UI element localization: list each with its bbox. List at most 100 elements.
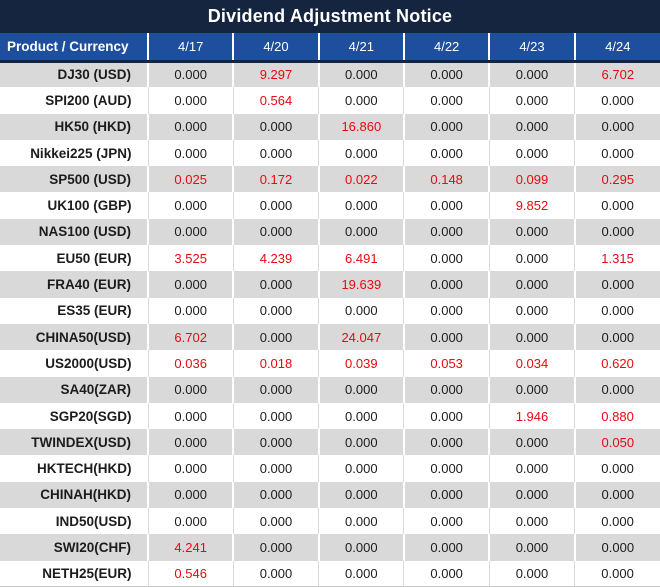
value-cell: 0.000 bbox=[403, 560, 490, 587]
value-cell: 1.946 bbox=[489, 402, 576, 430]
table-row: CHINAH(HKD) 0.000 0.000 0.000 0.000 0.000 0.00… bbox=[0, 481, 660, 509]
column-header-date: 4/23 bbox=[489, 33, 576, 63]
value-cell: 0.620 bbox=[574, 350, 660, 377]
value-cell: 0.022 bbox=[318, 166, 405, 193]
value-cell: 0.000 bbox=[318, 402, 405, 430]
value-cell: 0.034 bbox=[489, 350, 576, 377]
value-cell: 0.000 bbox=[148, 429, 235, 456]
value-cell: 0.000 bbox=[318, 192, 405, 219]
value-cell: 0.025 bbox=[148, 166, 235, 193]
product-cell: Nikkei225 (JPN) bbox=[0, 139, 149, 167]
value-cell: 0.000 bbox=[318, 87, 405, 114]
value-cell: 0.000 bbox=[148, 376, 235, 403]
column-header-date: 4/22 bbox=[403, 33, 491, 63]
product-cell: EU50 (EUR) bbox=[0, 245, 149, 272]
value-cell: 0.000 bbox=[574, 560, 660, 587]
column-header-date: 4/24 bbox=[574, 33, 660, 63]
column-header-date: 4/20 bbox=[233, 33, 320, 63]
value-cell: 0.000 bbox=[233, 402, 320, 430]
value-cell: 0.000 bbox=[574, 192, 660, 219]
table-row: EU50 (EUR) 3.525 4.239 6.491 0.000 0.000 1.315 bbox=[0, 245, 660, 272]
table-row: SP500 (USD) 0.025 0.172 0.022 0.148 0.099 0.29… bbox=[0, 166, 660, 193]
table-row: SA40(ZAR) 0.000 0.000 0.000 0.000 0.000 0.000 bbox=[0, 376, 660, 403]
value-cell: 0.000 bbox=[233, 376, 320, 403]
value-cell: 0.000 bbox=[574, 376, 660, 403]
value-cell: 0.000 bbox=[489, 113, 576, 140]
value-cell: 0.564 bbox=[233, 87, 320, 114]
value-cell: 4.241 bbox=[148, 534, 235, 561]
value-cell: 0.000 bbox=[318, 61, 405, 88]
value-cell: 0.000 bbox=[489, 429, 576, 456]
notice-title: Dividend Adjustment Notice bbox=[207, 6, 453, 26]
value-cell: 0.000 bbox=[489, 139, 576, 167]
value-cell: 0.000 bbox=[574, 455, 660, 482]
product-cell: CHINA50(USD) bbox=[0, 323, 149, 351]
value-cell: 0.000 bbox=[403, 323, 491, 351]
value-cell: 0.000 bbox=[489, 297, 576, 324]
value-cell: 0.000 bbox=[318, 534, 405, 561]
product-cell: TWINDEX(USD) bbox=[0, 429, 149, 456]
value-cell: 0.172 bbox=[233, 166, 320, 193]
value-cell: 0.000 bbox=[489, 245, 576, 272]
value-cell: 0.000 bbox=[233, 508, 320, 535]
product-cell: NETH25(EUR) bbox=[0, 560, 149, 587]
value-cell: 0.000 bbox=[148, 218, 235, 246]
value-cell: 0.000 bbox=[318, 455, 405, 482]
value-cell: 0.000 bbox=[318, 508, 405, 535]
value-cell: 0.018 bbox=[233, 350, 320, 377]
table-row: NAS100 (USD) 0.000 0.000 0.000 0.000 0.000 0.0… bbox=[0, 218, 660, 246]
table-row: NETH25(EUR) 0.546 0.000 0.000 0.000 0.000 0.00… bbox=[0, 560, 660, 587]
product-cell: SGP20(SGD) bbox=[0, 402, 149, 430]
dividend-table: Product / Currency 4/17 4/20 4/21 4/22 4/23 4/… bbox=[0, 33, 660, 587]
column-header-date: 4/17 bbox=[148, 33, 235, 63]
value-cell: 0.000 bbox=[233, 560, 320, 587]
value-cell: 0.000 bbox=[489, 560, 576, 587]
value-cell: 0.000 bbox=[403, 61, 491, 88]
value-cell: 9.297 bbox=[233, 61, 320, 88]
table-row: Nikkei225 (JPN) 0.000 0.000 0.000 0.000 0.000… bbox=[0, 139, 660, 167]
value-cell: 24.047 bbox=[318, 323, 405, 351]
product-cell: SA40(ZAR) bbox=[0, 376, 149, 403]
value-cell: 0.000 bbox=[403, 113, 491, 140]
table-row: HKTECH(HKD) 0.000 0.000 0.000 0.000 0.000 0.00… bbox=[0, 455, 660, 482]
value-cell: 0.000 bbox=[403, 455, 490, 482]
value-cell: 0.295 bbox=[574, 166, 660, 193]
notice-title-bar: Dividend Adjustment Notice bbox=[0, 0, 660, 33]
value-cell: 0.000 bbox=[489, 61, 576, 88]
product-cell: IND50(USD) bbox=[0, 508, 149, 535]
value-cell: 0.000 bbox=[574, 139, 660, 167]
table-row: TWINDEX(USD) 0.000 0.000 0.000 0.000 0.000 0.0… bbox=[0, 429, 660, 456]
value-cell: 0.000 bbox=[148, 271, 235, 298]
table-row: ES35 (EUR) 0.000 0.000 0.000 0.000 0.000 0.000 bbox=[0, 297, 660, 324]
table-row: IND50(USD) 0.000 0.000 0.000 0.000 0.000 0.000 bbox=[0, 508, 660, 535]
value-cell: 0.000 bbox=[489, 376, 576, 403]
value-cell: 0.000 bbox=[233, 139, 320, 167]
value-cell: 0.000 bbox=[148, 297, 234, 324]
header-row: Product / Currency 4/17 4/20 4/21 4/22 4/23 4/… bbox=[0, 33, 660, 63]
value-cell: 0.000 bbox=[318, 481, 405, 509]
value-cell: 9.852 bbox=[489, 192, 576, 219]
value-cell: 0.000 bbox=[318, 560, 405, 587]
value-cell: 4.239 bbox=[233, 245, 320, 272]
value-cell: 0.000 bbox=[403, 508, 490, 535]
value-cell: 0.000 bbox=[489, 87, 576, 114]
value-cell: 6.702 bbox=[574, 61, 660, 88]
value-cell: 0.050 bbox=[574, 429, 660, 456]
value-cell: 0.000 bbox=[148, 481, 235, 509]
table-row: US2000(USD) 0.036 0.018 0.039 0.053 0.034 0.62… bbox=[0, 350, 660, 377]
product-cell: HK50 (HKD) bbox=[0, 113, 149, 140]
product-cell: HKTECH(HKD) bbox=[0, 455, 149, 482]
value-cell: 0.000 bbox=[148, 455, 234, 482]
value-cell: 0.000 bbox=[233, 192, 320, 219]
product-cell: NAS100 (USD) bbox=[0, 218, 149, 246]
value-cell: 6.702 bbox=[148, 323, 235, 351]
value-cell: 0.000 bbox=[489, 508, 576, 535]
value-cell: 0.000 bbox=[403, 429, 491, 456]
value-cell: 0.000 bbox=[148, 87, 234, 114]
table-row: FRA40 (EUR) 0.000 0.000 19.639 0.000 0.000 0.0… bbox=[0, 271, 660, 298]
column-header-product: Product / Currency bbox=[0, 33, 149, 63]
value-cell: 0.000 bbox=[403, 402, 490, 430]
value-cell: 0.053 bbox=[403, 350, 490, 377]
value-cell: 0.000 bbox=[233, 218, 320, 246]
value-cell: 0.000 bbox=[233, 481, 320, 509]
